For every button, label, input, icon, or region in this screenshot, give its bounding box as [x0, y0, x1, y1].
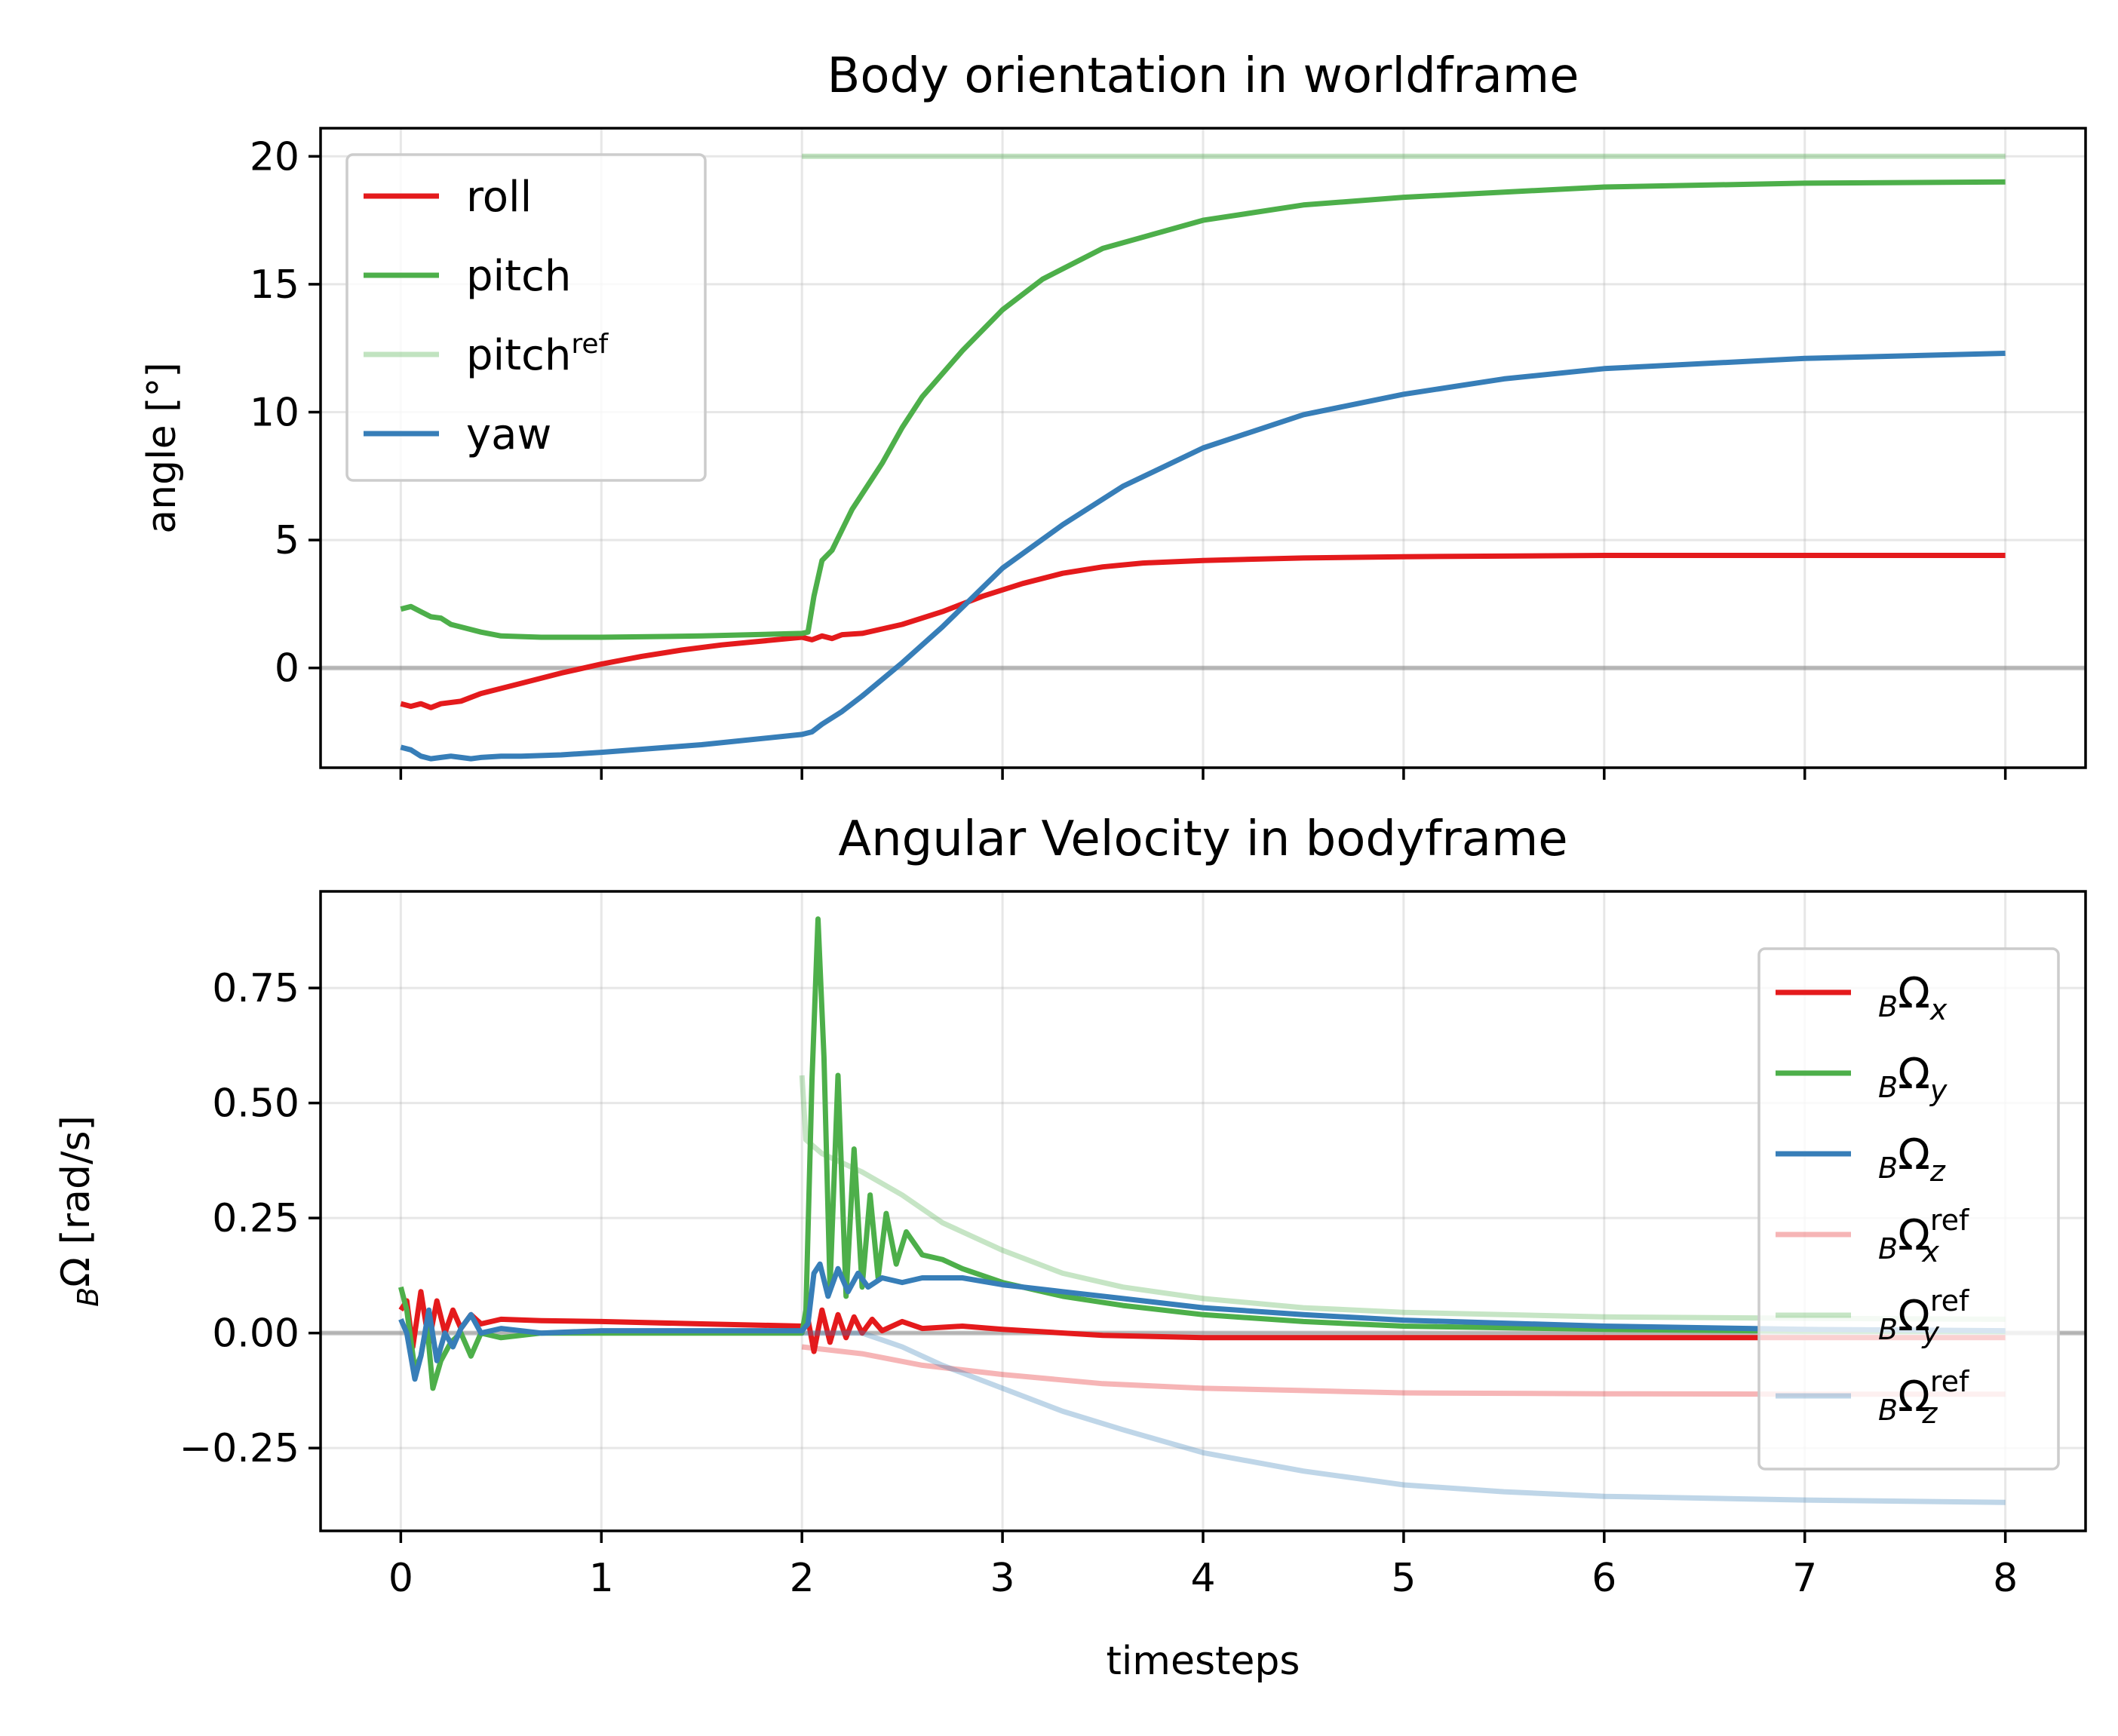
legend-label: BΩref y [1878, 1284, 1970, 1349]
legend-label-sub: y [1921, 1316, 1939, 1349]
chart-title: Body orientation in worldframe [827, 48, 1579, 104]
x-axis-label: timesteps [1106, 1639, 1300, 1684]
y-tick-label: −0.25 [180, 1426, 299, 1471]
series-line-1 [398, 916, 2006, 1391]
legend-label-omega: Ω [1898, 1130, 1930, 1179]
legend-label-pre: B [1878, 990, 1898, 1023]
legend-label-sub: z [1921, 1397, 1938, 1430]
legend-label-pre: B [1878, 1313, 1898, 1346]
legend-label-omega: Ω [1898, 1292, 1930, 1341]
legend-label: pitchref [466, 329, 609, 380]
legend-label-pre: B [1878, 1232, 1898, 1265]
series-line-4 [799, 1075, 2006, 1322]
series-group [398, 916, 2006, 1505]
legend-entry: BΩref x [1776, 1204, 1970, 1268]
x-tick-label: 7 [1792, 1556, 1817, 1601]
angular-velocity-plot: −0.25 0.00 0.25 0.50 0.75 0 1 2 3 4 5 6 7 8 Angular Ve… [54, 811, 2087, 1684]
legend-entry: pitchref [364, 329, 609, 380]
legend-label-omega: Ω [1898, 1050, 1930, 1099]
y-axis-label: BΩ [rad/s] [54, 1115, 105, 1307]
legend-label-sub: x [1921, 1235, 1939, 1268]
legend-entry: yaw [364, 410, 551, 459]
legend-label-sup: ref [571, 329, 609, 360]
legend-entry: pitch [364, 252, 571, 301]
x-tick-label: 6 [1592, 1556, 1616, 1601]
legend-label: BΩy [1878, 1050, 1948, 1107]
y-tick-label: 0.25 [212, 1196, 299, 1241]
x-tick-label: 8 [1993, 1556, 2018, 1601]
y-tick-label: 20 [250, 134, 299, 179]
legend-label: BΩx [1878, 969, 1948, 1026]
legend-entry: roll [364, 173, 532, 222]
series-line-3 [400, 351, 2006, 762]
legend-label-omega: Ω [1898, 1373, 1930, 1422]
legend-entry: BΩy [1776, 1050, 1948, 1107]
legend-label: yaw [466, 410, 551, 459]
legend-label: pitch [466, 252, 571, 301]
legend-box [345, 153, 707, 482]
series-line-3 [801, 1344, 2006, 1397]
y-tick-label: 0.75 [212, 966, 299, 1011]
series-group [400, 153, 2006, 762]
legend-label: BΩref z [1878, 1365, 1970, 1430]
legend-entry: BΩz [1776, 1130, 1946, 1188]
x-tick-label: 0 [388, 1556, 413, 1601]
legend-label-omega: Ω [1898, 969, 1930, 1018]
legend-label: roll [466, 173, 532, 222]
legend-label: BΩref x [1878, 1204, 1970, 1268]
legend-box [1757, 947, 2060, 1471]
legend-label-sub: y [1929, 1074, 1948, 1107]
y-tick-label: 0 [275, 646, 299, 692]
y-tick-label: 15 [250, 262, 299, 308]
legend-entry: BΩx [1776, 969, 1948, 1026]
chart-title: Angular Velocity in bodyframe [838, 811, 1567, 867]
x-tick-label: 4 [1190, 1556, 1215, 1601]
x-tick-label: 1 [589, 1556, 614, 1601]
y-tick-label: 5 [275, 518, 299, 563]
legend-label-pre: B [1878, 1071, 1898, 1104]
y-axis-label-text: Ω [rad/s] [54, 1115, 99, 1287]
legend-label-sub: z [1929, 1155, 1946, 1188]
series-line-5 [802, 1330, 2006, 1505]
legend-label: BΩz [1878, 1130, 1946, 1188]
legend-label-sup: ref [1930, 1365, 1970, 1398]
y-tick-label: 10 [250, 391, 299, 436]
y-axis-label: angle [°] [140, 362, 185, 533]
legend-label-sup: ref [1930, 1204, 1970, 1237]
legend-entry: BΩref z [1776, 1365, 1970, 1430]
series-line-0 [400, 553, 2006, 710]
y-tick-label: 0.50 [212, 1081, 299, 1127]
series-line-1 [400, 179, 2006, 640]
legend-label-omega: Ω [1898, 1211, 1930, 1260]
legend-label-sup: ref [1930, 1284, 1970, 1317]
legend-label-sub: x [1929, 993, 1948, 1026]
y-axis-label-subscript: B [72, 1287, 105, 1307]
series-line-0 [398, 1289, 2006, 1354]
legend-entry: BΩref y [1776, 1284, 1970, 1349]
legend-label-base: pitch [466, 331, 571, 380]
orientation-plot: 0 5 10 15 20 Body orientation in worldframe an… [140, 48, 2087, 780]
x-tick-label: 2 [790, 1556, 815, 1601]
y-tick-label: 0.00 [212, 1311, 299, 1357]
x-tick-label: 5 [1391, 1556, 1416, 1601]
legend-label-pre: B [1878, 1394, 1898, 1427]
legend-label-pre: B [1878, 1152, 1898, 1185]
x-tick-label: 3 [990, 1556, 1015, 1601]
series-line-2 [398, 1261, 2006, 1382]
